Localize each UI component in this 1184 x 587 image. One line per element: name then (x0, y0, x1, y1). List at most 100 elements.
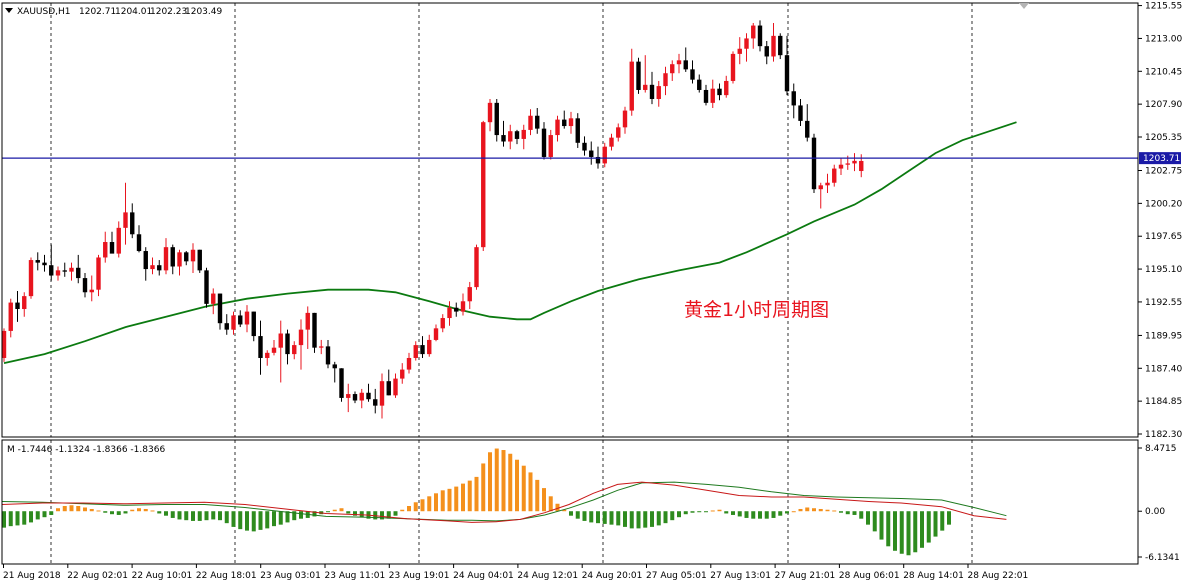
symbol-menu-triangle-icon[interactable] (5, 8, 13, 13)
histogram-bar (569, 511, 573, 516)
candle (251, 311, 256, 342)
histogram-bar (758, 511, 762, 519)
candle-body (177, 252, 182, 267)
candle-body (501, 135, 506, 142)
candle (562, 110, 567, 129)
candle-body (1, 330, 7, 358)
time-tick-label: 24 Aug 04:01 (453, 571, 514, 581)
histogram-bar (292, 511, 297, 521)
candle-body (703, 89, 709, 103)
candle-body (656, 86, 661, 99)
candle-body (413, 345, 418, 358)
histogram-bar (184, 511, 189, 521)
candle-body (697, 79, 702, 90)
candle (791, 83, 796, 119)
histogram-bar (812, 508, 816, 512)
candle-body (845, 163, 850, 165)
histogram-bar (191, 511, 195, 521)
candle-body (49, 265, 54, 276)
candle-body (406, 357, 412, 370)
candle-body (76, 267, 81, 279)
histogram-bar (130, 509, 135, 512)
candle-body (744, 38, 749, 49)
candle (373, 388, 378, 414)
candle-body (278, 333, 283, 348)
candle-body (150, 265, 155, 270)
histogram-bar (879, 511, 884, 540)
candle-body (663, 73, 668, 87)
candle (447, 301, 452, 326)
histogram-bar (49, 511, 54, 515)
price-tick-label: 1197.65 (1145, 232, 1182, 242)
candle-body (487, 102, 493, 123)
candle-body (136, 234, 142, 252)
candle (622, 106, 628, 134)
candle (649, 71, 655, 105)
histogram-bar (535, 479, 540, 512)
histogram-bar (825, 509, 830, 512)
histogram-bar (218, 511, 222, 521)
histogram-bar (521, 465, 526, 512)
candle (379, 373, 385, 419)
price-tick-label: 1187.40 (1145, 364, 1182, 374)
candle (724, 75, 729, 98)
histogram-bar (110, 511, 114, 515)
time-tick-label: 24 Aug 12:01 (517, 571, 578, 581)
histogram-bar (839, 511, 843, 513)
candle (413, 341, 418, 361)
histogram-bar (596, 511, 600, 524)
candle (616, 123, 621, 142)
histogram-bar (751, 511, 756, 519)
histogram-bar (562, 509, 567, 512)
candle-body (22, 296, 27, 310)
candle (589, 141, 594, 165)
candle (103, 231, 108, 263)
histogram-bar (906, 511, 911, 556)
histogram-bar (211, 511, 216, 520)
histogram-bar (312, 511, 317, 517)
histogram-bar (805, 507, 810, 512)
time-tick-label: 27 Aug 05:01 (646, 571, 707, 581)
candle (474, 244, 479, 290)
histogram-bar (359, 511, 364, 518)
candle (292, 341, 297, 360)
candle (197, 249, 202, 273)
candle-body (710, 88, 715, 103)
candle-body (366, 392, 371, 400)
indicator-tick-label: 0.00 (1145, 507, 1165, 517)
candle-body (454, 307, 459, 312)
candle-body (440, 318, 445, 329)
candle-body (312, 312, 317, 348)
candle-body (676, 60, 682, 65)
histogram-bar (69, 505, 74, 512)
candle (346, 383, 351, 413)
histogram-bar (481, 463, 486, 512)
candle-body (211, 293, 216, 304)
candle (460, 293, 466, 316)
signal-line-green (1, 481, 1007, 522)
candle (76, 254, 81, 284)
candle (818, 182, 823, 209)
histogram-bar (272, 511, 276, 527)
current-price-tag-bg (1139, 152, 1181, 165)
candle-body (204, 270, 209, 304)
candle (96, 254, 101, 297)
candle-body (55, 270, 61, 276)
time-tick-label: 22 Aug 02:01 (67, 571, 128, 581)
candle-body (352, 394, 358, 401)
candle-body (568, 118, 574, 127)
candle (386, 369, 391, 396)
time-tick-label: 28 Aug 06:01 (839, 571, 900, 581)
histogram-bar (494, 448, 499, 512)
candle-body (15, 302, 20, 310)
histogram-bar (339, 508, 344, 512)
candle-body (757, 25, 763, 47)
time-tick-label: 21 Aug 2018 (3, 571, 61, 581)
candle-body (130, 212, 135, 235)
chart-shift-marker-icon[interactable] (1019, 3, 1029, 9)
candle-body (717, 88, 722, 96)
candle (332, 361, 337, 383)
histogram-bar (265, 511, 270, 529)
histogram-bar (778, 511, 783, 516)
candle (771, 22, 776, 62)
